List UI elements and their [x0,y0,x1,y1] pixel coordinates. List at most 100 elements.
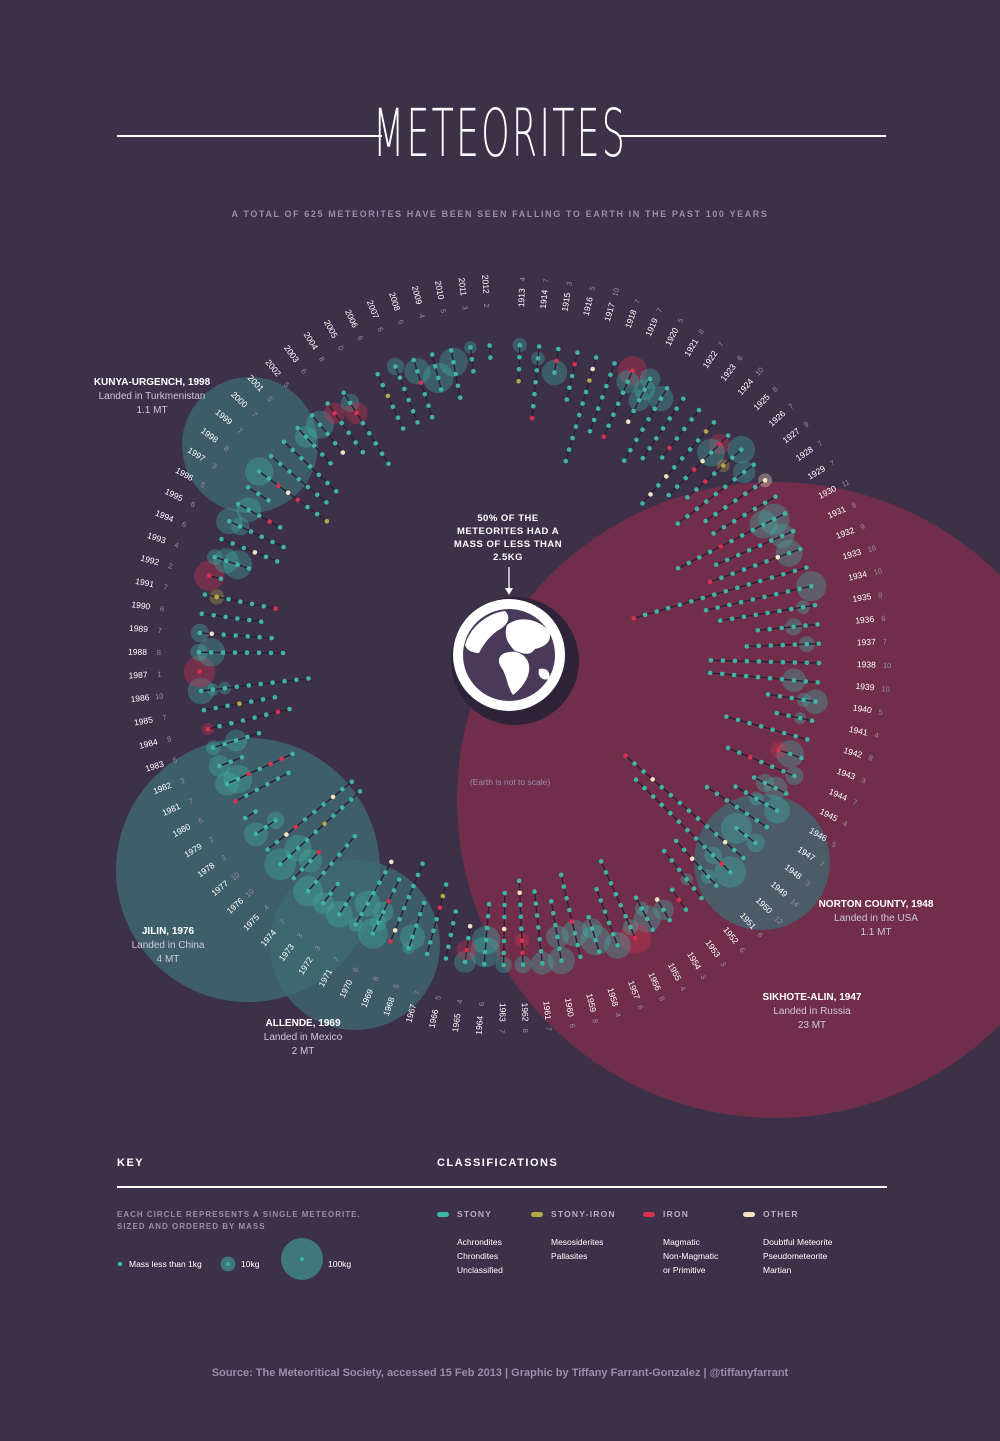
year-text: 1921 [682,337,700,359]
meteorite-dot [693,836,699,841]
spoke-1941 [776,712,813,722]
year-count: 6 [197,816,205,826]
meteorite-dot [598,859,604,864]
other-swatch [743,1212,755,1217]
title-rule-right [620,135,886,137]
meteorite-dot [764,559,769,564]
year-count: 7 [817,859,825,869]
meteorite-dot [353,922,359,927]
meteorite-dot [602,909,608,914]
meteorite-dot [535,356,541,361]
meteorite-dot [625,419,631,425]
meteorite-dot [299,456,304,461]
meteorite-dot [235,562,240,567]
meteorite-dot [687,447,693,452]
year-label-1995: 1995 6 [163,486,197,509]
meteorite-dot [628,447,633,453]
year-count: 16 [867,543,878,554]
meteorite-dot [611,412,616,418]
spoke-1986 [201,677,309,692]
meteorite-dot [274,839,280,845]
meteorite-dot [630,368,635,374]
meteorite-dot [689,417,694,422]
meteorite-dot [711,420,717,425]
year-count: 5 [172,755,179,765]
meteorite-dot [375,371,381,377]
class-item: Mesosiderites [551,1237,604,1247]
meteorite-dot [779,625,784,631]
meteorite-dot [482,949,488,955]
class-name: STONY-IRON [551,1209,616,1219]
year-count: 4 [613,1012,623,1019]
meteorite-dot [226,597,231,602]
meteorite-dot [696,407,702,413]
meteorite-dot [717,618,723,623]
year-count: 5 [676,316,686,324]
meteorite-dot [281,439,287,445]
year-label-2010: 2010 5 [433,280,448,314]
meteorite-dot [537,937,542,942]
year-count: 3 [179,776,186,786]
meteorite-dot [684,876,689,882]
meteorite-dot [533,901,539,906]
meteorite-dot [714,791,720,797]
meteorite-dot [352,834,358,839]
meteorite-dot [719,671,725,677]
meteorite-dot [752,484,758,490]
annotation-name: NORTON COUNTY, 1948 [818,899,934,910]
meteorite-dot [703,479,708,484]
annotation-mass: 4 MT [156,954,180,965]
meteorite-dot [518,914,524,919]
meteorite-dot [683,907,689,912]
meteorite-dot [644,916,650,922]
meteorite-dot [777,608,782,614]
allende-circle [270,860,440,1030]
meteorite-dot [349,779,355,785]
kunya-urgench-circle [182,377,318,513]
meteorite-dot [768,643,774,648]
year-text: 2004 [302,330,321,352]
meteorite-dot [451,359,456,365]
meteorite-dot [559,958,564,963]
meteorite-dot [699,895,704,901]
meteorite-dot [739,447,744,453]
meteorite-dot [212,554,218,560]
meteorite-dot [268,761,274,767]
meteorite-dot [664,474,669,479]
meteorite-dot [314,492,320,498]
meteorite-dot [685,495,690,500]
meteorite-dot [291,875,297,881]
meteorite-dot [769,575,775,580]
meteorite-dot [235,501,241,507]
year-label-1935: 1935 9 [852,590,883,604]
class-item: Chrondites [457,1251,499,1261]
meteorite-dot [647,446,652,451]
year-label-1988: 1988 8 [128,647,161,657]
meteorite-dot [381,909,386,915]
meteorite-dot [468,345,473,350]
year-label-2012: 2012 2 [480,275,491,308]
year-text: 1962 [520,1002,531,1022]
year-count: 3 [718,960,728,969]
meteorite-dot [483,937,489,943]
meteorite-dot [731,518,737,524]
medium-dot-core [226,1262,230,1266]
year-count: 8 [657,995,667,1002]
meteorite-dot [339,420,345,426]
meteorite-dot [640,501,645,506]
meteorite-dot [741,855,746,861]
meteorite-dot [304,837,310,843]
meteorite-dot [776,747,782,753]
meteorite-dot [790,528,796,534]
meteorite-dot [210,687,216,692]
year-label-1929: 1929 7 [806,458,837,481]
meteorite-dot [674,484,680,489]
meteorite-dot [702,844,707,850]
meteorite-dot [284,832,289,837]
meteorite-dot [340,450,346,455]
meteorite-dot [312,809,317,815]
meteorite-dot [803,623,808,628]
key-small-label: Mass less than 1kg [129,1259,202,1269]
meteorite-dot [223,614,228,620]
